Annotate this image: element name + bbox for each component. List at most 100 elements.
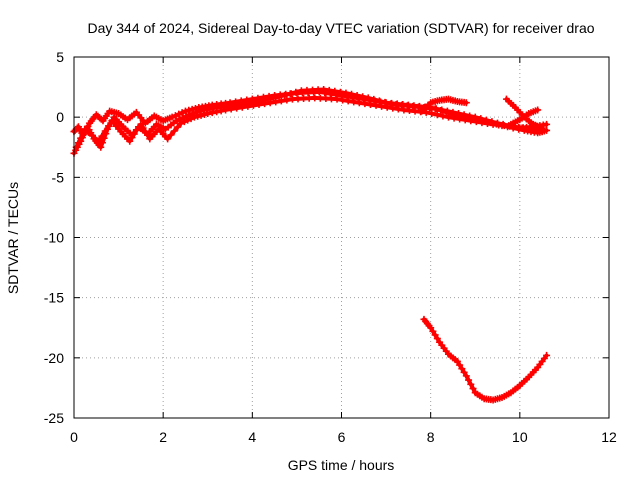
data-point [534,106,542,114]
data-point [101,127,109,135]
x-tick-label: 12 [601,429,617,445]
data-point [186,111,194,119]
y-tick-label: -5 [52,169,65,185]
data-point [183,112,191,120]
data-point [543,351,551,359]
data-point [130,130,138,138]
data-point [79,130,87,138]
data-point [439,112,447,120]
data-point [342,89,350,97]
data-point [174,123,182,131]
series-4 [418,95,470,115]
data-point [200,110,208,118]
data-point [456,361,464,369]
data-point [74,139,82,147]
data-point [176,115,184,123]
data-point [128,134,136,142]
data-point [170,127,178,135]
data-point [355,99,363,107]
y-tick-label: -25 [44,410,64,426]
data-point [253,98,261,106]
data-point [196,107,204,115]
data-point [427,324,435,332]
series-band [421,317,549,402]
data-point [189,110,197,118]
data-point [325,86,333,94]
data-point [431,105,439,113]
data-point [492,120,500,128]
data-point [476,116,484,124]
data-point [543,126,551,134]
y-tick-label: -20 [44,350,64,366]
data-point [359,93,367,101]
data-point [197,111,205,119]
data-point [277,97,285,105]
data-point [193,108,201,116]
data-point [453,357,461,365]
data-point [470,115,478,123]
data-point [498,122,506,130]
data-point [453,112,461,120]
chart-title: Day 344 of 2024, Sidereal Day-to-day VTE… [87,20,594,36]
y-tick-label: 0 [56,109,64,125]
data-point [437,107,445,115]
x-tick-label: 8 [427,429,435,445]
data-point [181,107,189,115]
data-point [175,110,183,118]
data-point [333,95,341,103]
data-point [95,137,103,145]
data-layer [70,85,551,404]
series-band [72,95,545,156]
x-tick-label: 2 [159,429,167,445]
series-2 [70,94,546,157]
y-tick-label: -10 [44,230,64,246]
data-point [429,327,437,335]
data-point [487,119,495,127]
data-point [543,120,551,128]
data-point [428,110,436,118]
data-point [178,109,186,117]
x-tick-label: 4 [248,429,256,445]
data-point [448,110,456,118]
data-point [164,135,172,143]
data-point [247,98,255,106]
data-point [167,131,175,139]
data-point [515,125,523,133]
data-point [366,101,374,109]
data-point [442,108,450,116]
data-point [344,97,352,105]
data-point [204,110,212,118]
data-point [77,134,85,142]
data-point [364,94,372,102]
data-point [292,88,300,96]
series-7 [420,315,551,404]
data-point [231,101,238,109]
data-point [370,95,378,103]
data-point [538,124,546,132]
x-tick-label: 0 [70,429,78,445]
series-6 [507,106,542,128]
data-point [348,90,356,98]
data-point [375,97,383,105]
data-point [283,96,291,104]
data-point [264,95,272,103]
data-point [281,91,289,99]
data-point [465,376,473,384]
data-point [185,106,193,114]
data-point [236,100,244,108]
data-point [336,88,344,96]
data-point [433,335,441,343]
x-axis-label: GPS time / hours [288,457,395,473]
data-point [459,113,467,121]
y-tick-label: -15 [44,290,64,306]
data-point [188,105,196,113]
data-point [467,380,475,388]
data-point [431,331,439,339]
tick-layer: 0 2 4 6 8 10 12 5 0 -5 -10 -15 -20 -25 [44,49,617,445]
data-point [465,114,473,122]
data-point [98,139,106,147]
data-point [320,85,328,93]
data-point [339,96,347,104]
